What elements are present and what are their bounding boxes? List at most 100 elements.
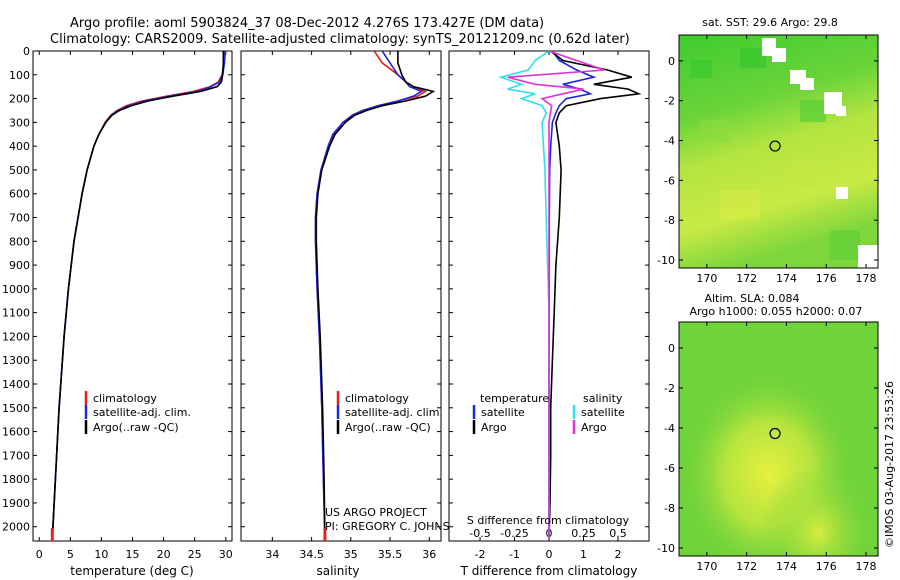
legend-label-satellite: satellite-adj. clim. <box>345 406 443 419</box>
imos-credit: ©IMOS 03-Aug-2017 23:53:26 <box>883 381 896 548</box>
map-lon-tick-label: 170 <box>696 560 717 573</box>
map-lat-tick-label: -4 <box>664 422 675 435</box>
project-annotation-line-2: PI: GREGORY C. JOHNSON <box>325 520 466 533</box>
map-lat-tick-label: -2 <box>664 382 675 395</box>
salinity-x-tick-label: 36 <box>422 548 436 561</box>
mottle-patch <box>790 160 820 186</box>
cloud-mask-patch <box>800 78 814 90</box>
sst-map-title: sat. SST: 29.6 Argo: 29.8 <box>702 16 838 29</box>
temperature-x-tick-label: 30 <box>219 548 233 561</box>
legend-label-argo: Argo(..raw -QC) <box>345 421 431 434</box>
map-lon-tick-label: 172 <box>736 272 757 285</box>
salinity-depth-ticks <box>241 50 441 528</box>
temperature-x-tick-label: 25 <box>188 548 202 561</box>
salinity-panel: 34 34.5 35 35.5 36 salinity climatology sate… <box>240 50 466 578</box>
depth-tick-label: 1300 <box>2 354 30 367</box>
map-lat-tick-label: -10 <box>657 254 675 267</box>
header-line-1: Argo profile: aoml 5903824_37 08-Dec-201… <box>70 16 544 31</box>
depth-tick-label: 1600 <box>2 426 30 439</box>
temperature-depth-ticks: 0 100 200 300 400 500 600 700 800 900 1000 1100 1200… <box>2 45 232 534</box>
salinity-x-tick-label: 35.5 <box>378 548 403 561</box>
depth-tick-label: 1200 <box>2 330 30 343</box>
map-lon-tick-label: 176 <box>816 560 837 573</box>
map-lat-tick-label: -6 <box>664 174 675 187</box>
temperature-x-tick-label: 10 <box>94 548 108 561</box>
salinity-axes-frame <box>240 50 442 542</box>
depth-tick-label: 600 <box>9 188 30 201</box>
legend-label-t-satellite: satellite <box>481 406 525 419</box>
depth-tick-label: 500 <box>9 164 30 177</box>
depth-tick-label: 100 <box>9 69 30 82</box>
salinity-x-tick-label: 34.5 <box>299 548 324 561</box>
depth-tick-label: 800 <box>9 235 30 248</box>
salinity-x-ticks: 34 34.5 35 35.5 36 <box>265 51 436 561</box>
depth-tick-label: 1500 <box>2 402 30 415</box>
difference-x-ticks: -2 -1 0 1 2-0.5 -0.25 0 0.25 0.5 <box>469 51 627 561</box>
temperature-legend: climatology satellite-adj. clim. Argo(..… <box>84 391 191 434</box>
map-lon-tick-label: 178 <box>856 560 877 573</box>
legend-label-argo: Argo(..raw -QC) <box>93 421 179 434</box>
depth-tick-label: 1900 <box>2 497 30 510</box>
legend-label-t-argo: Argo <box>481 421 507 434</box>
sst-map-frame <box>678 34 879 269</box>
temperature-series <box>50 51 226 541</box>
temperature-x-tick-label: 0 <box>36 548 43 561</box>
sst-map-mottle <box>690 48 860 260</box>
temperature-x-tick-label: 15 <box>126 548 140 561</box>
depth-tick-label: 0 <box>23 45 30 58</box>
temperature-x-ticks: 0 5 10 15 20 25 30 <box>36 51 233 561</box>
temperature-panel: 0100200300400500600700800900100011001200… <box>2 45 233 578</box>
depth-tick-label: 200 <box>9 93 30 106</box>
sla-map-ticks: 170 172 174 176 178 0 -2 -4 -6 -8 -10 <box>657 322 878 573</box>
mottle-patch <box>740 48 766 68</box>
sla-map-title-line-2: Argo h1000: 0.055 h2000: 0.07 <box>690 305 863 318</box>
legend-label-climatology: climatology <box>345 392 409 405</box>
depth-tick-label: 1400 <box>2 378 30 391</box>
salinity-xlabel: salinity <box>316 564 359 578</box>
salinity-legend: climatology satellite-adj. clim. Argo(..… <box>336 391 443 434</box>
mottle-patch <box>800 100 826 122</box>
header-line-2: Climatology: CARS2009. Satellite-adjuste… <box>50 32 630 47</box>
sst-map-field <box>679 35 878 268</box>
difference-top-x-tick-label: -0.5 <box>469 527 490 540</box>
depth-tick-label: 400 <box>9 140 30 153</box>
map-lon-tick-label: 174 <box>776 272 797 285</box>
map-lat-tick-label: -6 <box>664 462 675 475</box>
depth-tick-label: 900 <box>9 259 30 272</box>
salinity-x-tick-label: 34 <box>265 548 279 561</box>
depth-tick-label: 300 <box>9 116 30 129</box>
difference-top-x-tick-label: -0.25 <box>500 527 528 540</box>
salinity-x-tick-label: 35 <box>344 548 358 561</box>
map-lon-tick-label: 174 <box>776 560 797 573</box>
difference-bottom-x-tick-label: -2 <box>475 548 486 561</box>
sla-map-argo-marker <box>769 427 781 440</box>
series-line-argo-raw-qc- <box>315 51 436 539</box>
map-lon-tick-label: 172 <box>736 560 757 573</box>
difference-bottom-x-tick-label: 2 <box>614 548 621 561</box>
cloud-mask-patch <box>772 48 786 62</box>
project-annotation-line-1: US ARGO PROJECT <box>325 506 427 519</box>
series-line-s-argo <box>507 51 605 539</box>
sla-map-title-line-1: Altim. SLA: 0.084 <box>704 292 799 305</box>
cloud-mask-patch <box>836 106 846 116</box>
salinity-series <box>314 51 436 541</box>
depth-tick-label: 1800 <box>2 473 30 486</box>
depth-tick-label: 2000 <box>2 521 30 534</box>
temperature-x-tick-label: 5 <box>67 548 74 561</box>
legend-label-s-satellite: satellite <box>581 406 625 419</box>
difference-xlabel: T difference from climatology <box>460 564 638 578</box>
map-lat-tick-label: -10 <box>657 542 675 555</box>
sla-map-frame <box>678 321 879 557</box>
sst-map-argo-marker <box>769 140 781 152</box>
map-lat-tick-label: 0 <box>668 55 675 68</box>
map-lon-tick-label: 178 <box>856 272 877 285</box>
cloud-mask-patch <box>858 245 878 268</box>
temperature-xlabel: temperature (deg C) <box>70 564 193 578</box>
difference-legend: temperature satellite Argo salinity sate… <box>472 392 625 434</box>
difference-series <box>497 51 642 539</box>
depth-tick-label: 700 <box>9 212 30 225</box>
map-lon-tick-label: 176 <box>816 272 837 285</box>
mottle-patch <box>690 60 712 78</box>
map-lat-tick-label: -2 <box>664 95 675 108</box>
